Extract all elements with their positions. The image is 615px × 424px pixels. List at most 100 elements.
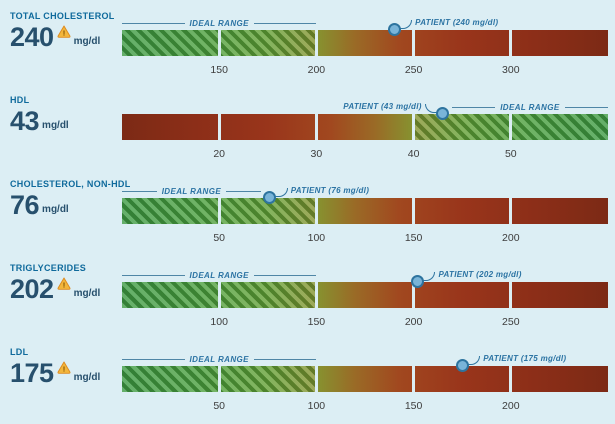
gauge-bar [122, 198, 608, 224]
tick-divider [217, 282, 221, 308]
tick-divider [217, 30, 221, 56]
tick-label: 50 [213, 232, 226, 244]
ideal-range-label: IDEAL RANGE [161, 186, 222, 196]
tick-label: 150 [404, 400, 423, 412]
tick-divider [412, 198, 416, 224]
ideal-range-line-right [253, 274, 317, 276]
metric-row: HDL 43 mg/dl IDEAL RANGE PATIENT (43 mg/… [0, 92, 615, 176]
ideal-range-line-left [122, 190, 157, 192]
ideal-range-line-right [226, 190, 261, 192]
tick-divider [509, 282, 513, 308]
svg-text:!: ! [62, 364, 65, 373]
ideal-range-line-left [122, 22, 185, 24]
patient-label: PATIENT (175 mg/dl) [483, 354, 567, 363]
patient-label: PATIENT (43 mg/dl) [343, 102, 422, 111]
gauge-bar [122, 114, 608, 140]
tick-divider [314, 114, 318, 140]
tick-divider [412, 30, 416, 56]
tick-divider [217, 114, 221, 140]
ideal-range-line-left [122, 274, 185, 276]
tick-label: 200 [307, 64, 326, 76]
tick-label: 200 [502, 400, 520, 412]
ideal-range-indicator: IDEAL RANGE [122, 185, 261, 197]
metric-value: 43 [10, 106, 40, 136]
metric-unit: mg/dl [73, 372, 101, 383]
tick-divider [314, 282, 318, 308]
tick-divider [509, 114, 513, 140]
metric-value-group: 76 mg/dl [10, 190, 69, 220]
tick-label: 20 [213, 148, 226, 160]
metric-row: TRIGLYCERIDES 202 ! mg/dl IDEAL RANGE [0, 260, 615, 344]
metric-name: CHOLESTEROL, NON-HDL [10, 179, 131, 189]
ideal-range-label: IDEAL RANGE [500, 102, 560, 112]
patient-label: PATIENT (202 mg/dl) [438, 270, 522, 279]
ideal-range-line-right [253, 358, 317, 360]
metric-row: TOTAL CHOLESTEROL 240 ! mg/dl IDEAL RANG… [0, 8, 615, 92]
ideal-range-line-left [451, 106, 496, 108]
tick-label: 250 [404, 64, 423, 76]
metric-name: TOTAL CHOLESTEROL [10, 11, 115, 21]
metric-value: 240 [10, 22, 54, 52]
ideal-range-line-left [122, 358, 185, 360]
metric-unit: mg/dl [42, 204, 69, 215]
tick-divider [217, 198, 221, 224]
tick-divider [314, 198, 318, 224]
tick-divider [412, 282, 416, 308]
tick-divider [217, 366, 221, 392]
tick-label: 200 [502, 232, 520, 244]
gauge-bar [122, 30, 608, 56]
ideal-range-label: IDEAL RANGE [189, 270, 249, 280]
tick-label: 50 [213, 400, 226, 412]
metric-row: LDL 175 ! mg/dl IDEAL RANGE [0, 344, 615, 424]
warning-icon: ! [57, 25, 71, 38]
tick-label: 40 [407, 148, 420, 160]
metric-unit: mg/dl [73, 36, 101, 47]
ideal-range-indicator: IDEAL RANGE [122, 269, 317, 281]
tick-label: 150 [307, 316, 326, 328]
tick-label: 100 [307, 400, 326, 412]
ideal-range-line-right [564, 106, 608, 108]
metric-unit: mg/dl [73, 288, 101, 299]
metric-value: 76 [10, 190, 40, 220]
metric-row: CHOLESTEROL, NON-HDL 76 mg/dl IDEAL RANG… [0, 176, 615, 260]
tick-divider [412, 114, 416, 140]
tick-label: 100 [210, 316, 228, 328]
metric-value: 202 [10, 274, 54, 304]
ideal-range-indicator: IDEAL RANGE [451, 101, 608, 113]
tick-label: 30 [310, 148, 323, 160]
ideal-range-indicator: IDEAL RANGE [122, 17, 317, 29]
metric-value-group: 240 ! mg/dl [10, 22, 101, 52]
svg-text:!: ! [62, 28, 65, 37]
warning-icon: ! [57, 277, 71, 290]
gauge-bar [122, 282, 608, 308]
metric-value-group: 175 ! mg/dl [10, 358, 101, 388]
gauge-bar [122, 366, 608, 392]
ideal-range-label: IDEAL RANGE [189, 18, 249, 28]
tick-divider [412, 366, 416, 392]
metric-name: HDL [10, 95, 30, 105]
tick-label: 200 [404, 316, 423, 328]
tick-label: 250 [502, 316, 520, 328]
metric-value: 175 [10, 358, 54, 388]
metric-unit: mg/dl [42, 120, 69, 131]
metric-name: LDL [10, 347, 29, 357]
tick-divider [314, 30, 318, 56]
tick-divider [509, 366, 513, 392]
patient-label: PATIENT (76 mg/dl) [290, 186, 370, 195]
tick-label: 100 [307, 232, 326, 244]
ideal-range-indicator: IDEAL RANGE [122, 353, 317, 365]
metric-value-group: 202 ! mg/dl [10, 274, 101, 304]
ideal-range-label: IDEAL RANGE [189, 354, 249, 364]
patient-marker-dot [263, 191, 277, 204]
patient-marker-dot [436, 107, 450, 120]
svg-text:!: ! [62, 280, 65, 289]
patient-marker-dot [387, 23, 401, 36]
metric-value-group: 43 mg/dl [10, 106, 69, 136]
patient-connector-line [424, 104, 441, 113]
tick-divider [314, 366, 318, 392]
tick-label: 150 [404, 232, 423, 244]
patient-marker-dot [455, 359, 469, 372]
tick-label: 150 [210, 64, 228, 76]
warning-icon: ! [57, 361, 71, 374]
